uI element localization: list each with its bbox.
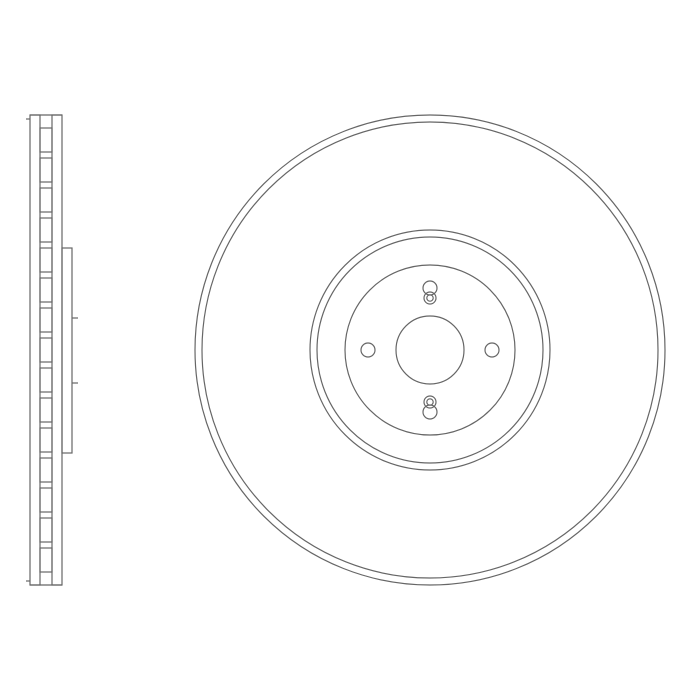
friction-inner-ring bbox=[310, 230, 550, 470]
friction-plate-right bbox=[52, 115, 62, 585]
rotor-side-view bbox=[26, 115, 78, 585]
vent-slot bbox=[40, 458, 52, 482]
hub-face bbox=[345, 265, 515, 435]
outer-chamfer bbox=[202, 122, 658, 578]
vent-slot bbox=[40, 218, 52, 242]
hub-flange bbox=[62, 248, 72, 453]
vent-slot bbox=[40, 428, 52, 452]
brake-disc-technical-drawing bbox=[0, 0, 700, 700]
locating-screw-inner bbox=[427, 295, 433, 301]
vent-slot bbox=[40, 278, 52, 302]
locating-screw bbox=[424, 292, 436, 304]
vent-slot bbox=[40, 488, 52, 512]
vent-slot bbox=[40, 398, 52, 422]
locating-screw bbox=[424, 396, 436, 408]
vent-slot bbox=[40, 248, 52, 272]
vent-slot bbox=[40, 128, 52, 152]
lug-hole bbox=[361, 343, 375, 357]
vent-slot bbox=[40, 518, 52, 542]
vent-slot bbox=[40, 368, 52, 392]
friction-plate-left bbox=[30, 115, 40, 585]
locating-screw-inner bbox=[427, 399, 433, 405]
vent-slot bbox=[40, 188, 52, 212]
hub-step-ring bbox=[317, 237, 543, 463]
vent-slot bbox=[40, 158, 52, 182]
lug-hole bbox=[423, 405, 437, 419]
rotor-face-view bbox=[195, 115, 665, 585]
lug-hole bbox=[423, 281, 437, 295]
vent-slot bbox=[40, 548, 52, 572]
vent-slot bbox=[40, 338, 52, 362]
vent-slot bbox=[40, 308, 52, 332]
outer-edge bbox=[195, 115, 665, 585]
lug-hole bbox=[485, 343, 499, 357]
center-bore bbox=[396, 316, 464, 384]
